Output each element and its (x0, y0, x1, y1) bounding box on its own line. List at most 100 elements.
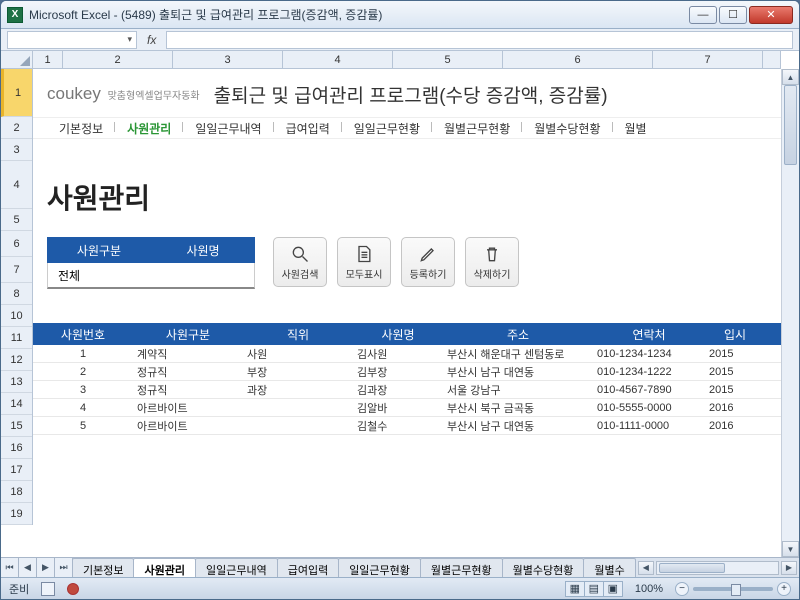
row-header[interactable]: 5 (1, 209, 32, 231)
sheet-tab[interactable]: 기본정보 (73, 558, 134, 577)
table-cell: 2016 (705, 417, 765, 434)
table-cell: 아르바이트 (133, 417, 243, 434)
tab-first-button[interactable]: ⏮ (1, 558, 19, 577)
nav-item[interactable]: 사원관리 (115, 120, 183, 137)
nav-item[interactable]: 기본정보 (47, 120, 115, 137)
table-cell: 010-5555-0000 (593, 399, 705, 416)
column-header[interactable]: 6 (503, 51, 653, 68)
minimize-button[interactable]: — (689, 6, 717, 24)
table-row[interactable]: 5아르바이트김철수부산시 남구 대연동010-1111-00002016 (33, 417, 781, 435)
maximize-button[interactable]: ☐ (719, 6, 747, 24)
tab-last-button[interactable]: ⏭ (55, 558, 73, 577)
scroll-thumb[interactable] (784, 85, 797, 165)
app-window: X Microsoft Excel - (5489) 출퇴근 및 급여관리 프로… (0, 0, 800, 600)
column-header[interactable]: 1 (33, 51, 63, 68)
row-header[interactable]: 18 (1, 481, 32, 503)
zoom-slider[interactable] (693, 587, 773, 591)
document-icon (354, 244, 374, 264)
scroll-track[interactable] (782, 85, 799, 541)
nav-item[interactable]: 일일근무현황 (342, 120, 432, 137)
zoom-out-button[interactable]: − (675, 582, 689, 596)
table-cell: 3 (33, 381, 133, 398)
nav-item[interactable]: 월별수당현황 (522, 120, 612, 137)
view-break-button[interactable]: ▣ (603, 581, 623, 597)
table-cell: 2016 (705, 399, 765, 416)
table-cell: 부산시 남구 대연동 (443, 363, 593, 380)
row-header[interactable]: 14 (1, 393, 32, 415)
column-header[interactable]: 7 (653, 51, 763, 68)
scroll-up-arrow[interactable]: ▲ (782, 69, 799, 85)
column-header[interactable]: 2 (63, 51, 173, 68)
record-icon[interactable] (67, 583, 79, 595)
formula-bar: fx (1, 29, 799, 51)
nav-item[interactable]: 월별근무현황 (432, 120, 522, 137)
table-cell: 5 (33, 417, 133, 434)
formula-input[interactable] (166, 31, 793, 49)
table-row[interactable]: 2정규직부장김부장부산시 남구 대연동010-1234-12222015 (33, 363, 781, 381)
column-header[interactable]: 4 (283, 51, 393, 68)
table-row[interactable]: 1계약직사원김사원부산시 해운대구 센텀동로010-1234-12342015 (33, 345, 781, 363)
table-cell: 계약직 (133, 345, 243, 362)
nav-item[interactable]: 급여입력 (274, 120, 342, 137)
show-all-button[interactable]: 모두표시 (337, 237, 391, 287)
macro-icon[interactable] (41, 582, 55, 596)
sheet-tab[interactable]: 사원관리 (133, 558, 195, 577)
zoom-in-button[interactable]: + (777, 582, 791, 596)
table-cell (243, 417, 353, 434)
tab-prev-button[interactable]: ◀ (19, 558, 37, 577)
scroll-down-arrow[interactable]: ▼ (782, 541, 799, 557)
horizontal-scrollbar[interactable]: ◀ ▶ (636, 558, 799, 577)
nav-item[interactable]: 월별 (613, 120, 659, 137)
tab-next-button[interactable]: ▶ (37, 558, 55, 577)
row-header[interactable]: 11 (1, 327, 32, 349)
sheet-tab[interactable]: 일일근무내역 (195, 558, 278, 577)
table-row[interactable]: 3정규직과장김과장서울 강남구010-4567-78902015 (33, 381, 781, 399)
filter-box: 사원구분 사원명 전체 (47, 237, 255, 289)
column-header[interactable]: 5 (393, 51, 503, 68)
row-header[interactable]: 8 (1, 283, 32, 305)
row-header[interactable]: 7 (1, 257, 32, 283)
row-header[interactable]: 2 (1, 117, 32, 139)
select-all-corner[interactable] (1, 51, 33, 69)
sheet-tab[interactable]: 월별수당현황 (502, 558, 585, 577)
row-header[interactable]: 3 (1, 139, 32, 161)
hscroll-thumb[interactable] (659, 563, 726, 573)
row-header[interactable]: 12 (1, 349, 32, 371)
vertical-scrollbar[interactable]: ▲ ▼ (781, 69, 799, 557)
row-header[interactable]: 15 (1, 415, 32, 437)
row-header[interactable]: 6 (1, 231, 32, 257)
row-header[interactable]: 10 (1, 305, 32, 327)
sheet-tab[interactable]: 일일근무현황 (338, 558, 421, 577)
table-cell: 010-1234-1222 (593, 363, 705, 380)
row-header[interactable]: 4 (1, 161, 32, 209)
filter-value[interactable]: 전체 (47, 263, 255, 289)
fx-icon[interactable]: fx (147, 33, 156, 47)
table-cell: 부산시 북구 금곡동 (443, 399, 593, 416)
row-header[interactable]: 17 (1, 459, 32, 481)
delete-button[interactable]: 삭제하기 (465, 237, 519, 287)
hscroll-right-arrow[interactable]: ▶ (781, 561, 797, 575)
sheet-tab[interactable]: 월별수 (583, 558, 635, 577)
register-button[interactable]: 등록하기 (401, 237, 455, 287)
sheet-tab[interactable]: 급여입력 (277, 558, 339, 577)
sheet-tab[interactable]: 월별근무현황 (420, 558, 503, 577)
row-header[interactable]: 1 (1, 69, 32, 117)
nav-item[interactable]: 일일근무내역 (183, 120, 273, 137)
view-normal-button[interactable]: ▦ (565, 581, 585, 597)
view-layout-button[interactable]: ▤ (584, 581, 604, 597)
sheet-tabs-bar: ⏮ ◀ ▶ ⏭ 기본정보사원관리일일근무내역급여입력일일근무현황월별근무현황월별… (1, 557, 799, 577)
column-header[interactable]: 3 (173, 51, 283, 68)
table-row[interactable]: 4아르바이트김알바부산시 북구 금곡동010-5555-00002016 (33, 399, 781, 417)
row-header[interactable]: 19 (1, 503, 32, 525)
close-button[interactable]: ✕ (749, 6, 793, 24)
row-header[interactable]: 13 (1, 371, 32, 393)
row-header[interactable]: 16 (1, 437, 32, 459)
search-button[interactable]: 사원검색 (273, 237, 327, 287)
table-header-cell: 사원명 (353, 323, 443, 345)
hscroll-track[interactable] (656, 561, 779, 575)
hscroll-left-arrow[interactable]: ◀ (638, 561, 654, 575)
table-cell: 김철수 (353, 417, 443, 434)
app-title: 출퇴근 및 급여관리 프로그램(수당 증감액, 증감률) (214, 81, 608, 108)
app-header: coukey 맞춤형엑셀업무자동화 출퇴근 및 급여관리 프로그램(수당 증감액… (33, 69, 781, 117)
name-box[interactable] (7, 31, 137, 49)
